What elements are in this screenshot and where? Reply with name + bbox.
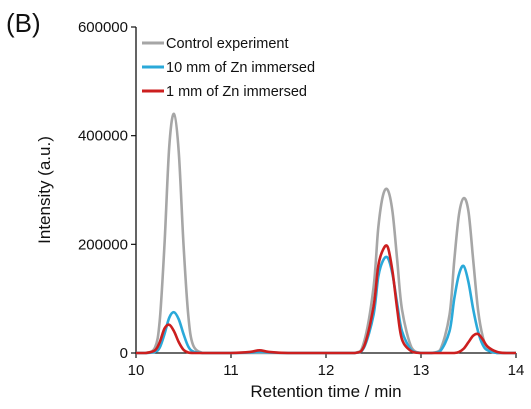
y-tick-label: 0 xyxy=(120,345,128,362)
y-axis-title: Intensity (a.u.) xyxy=(35,136,54,244)
x-tick-label: 11 xyxy=(223,362,239,379)
y-tick-label: 600000 xyxy=(78,19,128,36)
legend-label: Control experiment xyxy=(166,36,289,52)
x-tick-label: 14 xyxy=(508,362,525,379)
panel-label: (B) xyxy=(6,8,41,38)
x-tick-label: 12 xyxy=(318,362,335,379)
plot-area: 10 11 12 13 14 0 200000 400000 600000 Retention t… xyxy=(35,19,524,401)
series-line-1 xyxy=(136,255,516,355)
y-tick-label: 400000 xyxy=(78,128,128,145)
series-line-0 xyxy=(136,112,516,355)
legend-label: 1 mm of Zn immersed xyxy=(166,84,307,100)
x-axis-title: Retention time / min xyxy=(250,382,401,401)
series-line-2 xyxy=(136,244,516,355)
x-tick-label: 10 xyxy=(128,362,145,379)
legend-label: 10 mm of Zn immersed xyxy=(166,60,315,76)
x-tick-label: 13 xyxy=(413,362,430,379)
y-tick-label: 200000 xyxy=(78,236,128,253)
